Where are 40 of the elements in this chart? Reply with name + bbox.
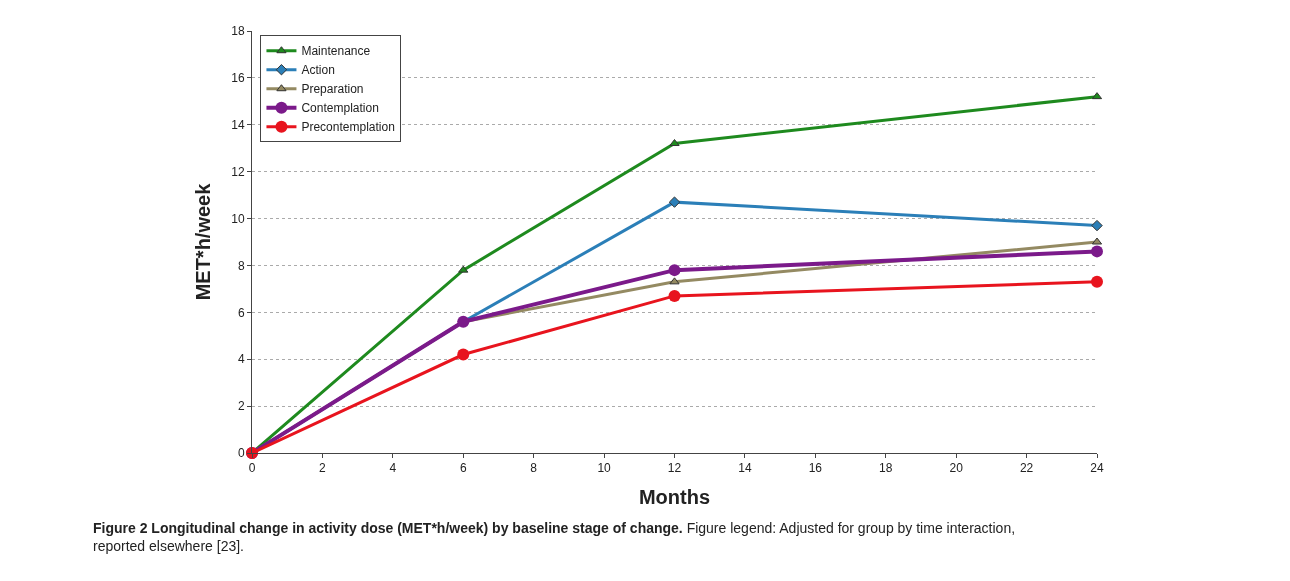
x-tick-label: 8 [530, 461, 538, 476]
x-tick-label: 10 [597, 461, 612, 476]
y-tick-label: 6 [237, 305, 245, 320]
x-tick-label: 2 [319, 461, 327, 476]
legend-label: Preparation [301, 82, 364, 97]
legend-label: Precontemplation [301, 120, 395, 135]
x-axis-title: Months [638, 485, 711, 508]
x-tick-label: 20 [949, 461, 964, 476]
y-tick-label: 0 [237, 446, 245, 461]
y-tick-label: 16 [231, 71, 245, 86]
legend-label: Action [301, 63, 335, 78]
y-tick-label: 12 [231, 164, 245, 179]
legend-label: Contemplation [301, 101, 379, 116]
x-tick-label: 12 [667, 461, 682, 476]
y-tick-label: 4 [237, 352, 245, 367]
x-tick-label: 14 [738, 461, 752, 476]
x-tick-label: 16 [808, 461, 823, 476]
y-axis-title: MET*h/week [191, 182, 214, 301]
y-tick-label: 10 [231, 211, 245, 226]
y-tick-label: 8 [237, 258, 245, 273]
point [668, 264, 681, 277]
y-tick-label: 18 [231, 24, 245, 39]
point [669, 139, 680, 147]
x-tick-label: 24 [1090, 461, 1104, 476]
x-tick-label: 18 [879, 461, 893, 476]
point [668, 196, 681, 208]
y-tick-label: 14 [231, 117, 245, 132]
legend-label: Maintenance [301, 44, 371, 59]
point [457, 348, 470, 361]
x-tick-label: 0 [248, 461, 256, 476]
point [1091, 245, 1103, 258]
point [1091, 275, 1103, 288]
x-tick-label: 22 [1019, 461, 1034, 476]
x-tick-label: 4 [389, 461, 397, 476]
y-tick-label: 2 [237, 399, 245, 414]
point [1091, 219, 1103, 232]
x-tick-label: 6 [459, 461, 467, 476]
point [458, 265, 469, 273]
text: Figure 2 Longitudinal change in activity dose (MET*h/week) by baseline stage of change. [93, 520, 683, 536]
point [668, 289, 681, 302]
